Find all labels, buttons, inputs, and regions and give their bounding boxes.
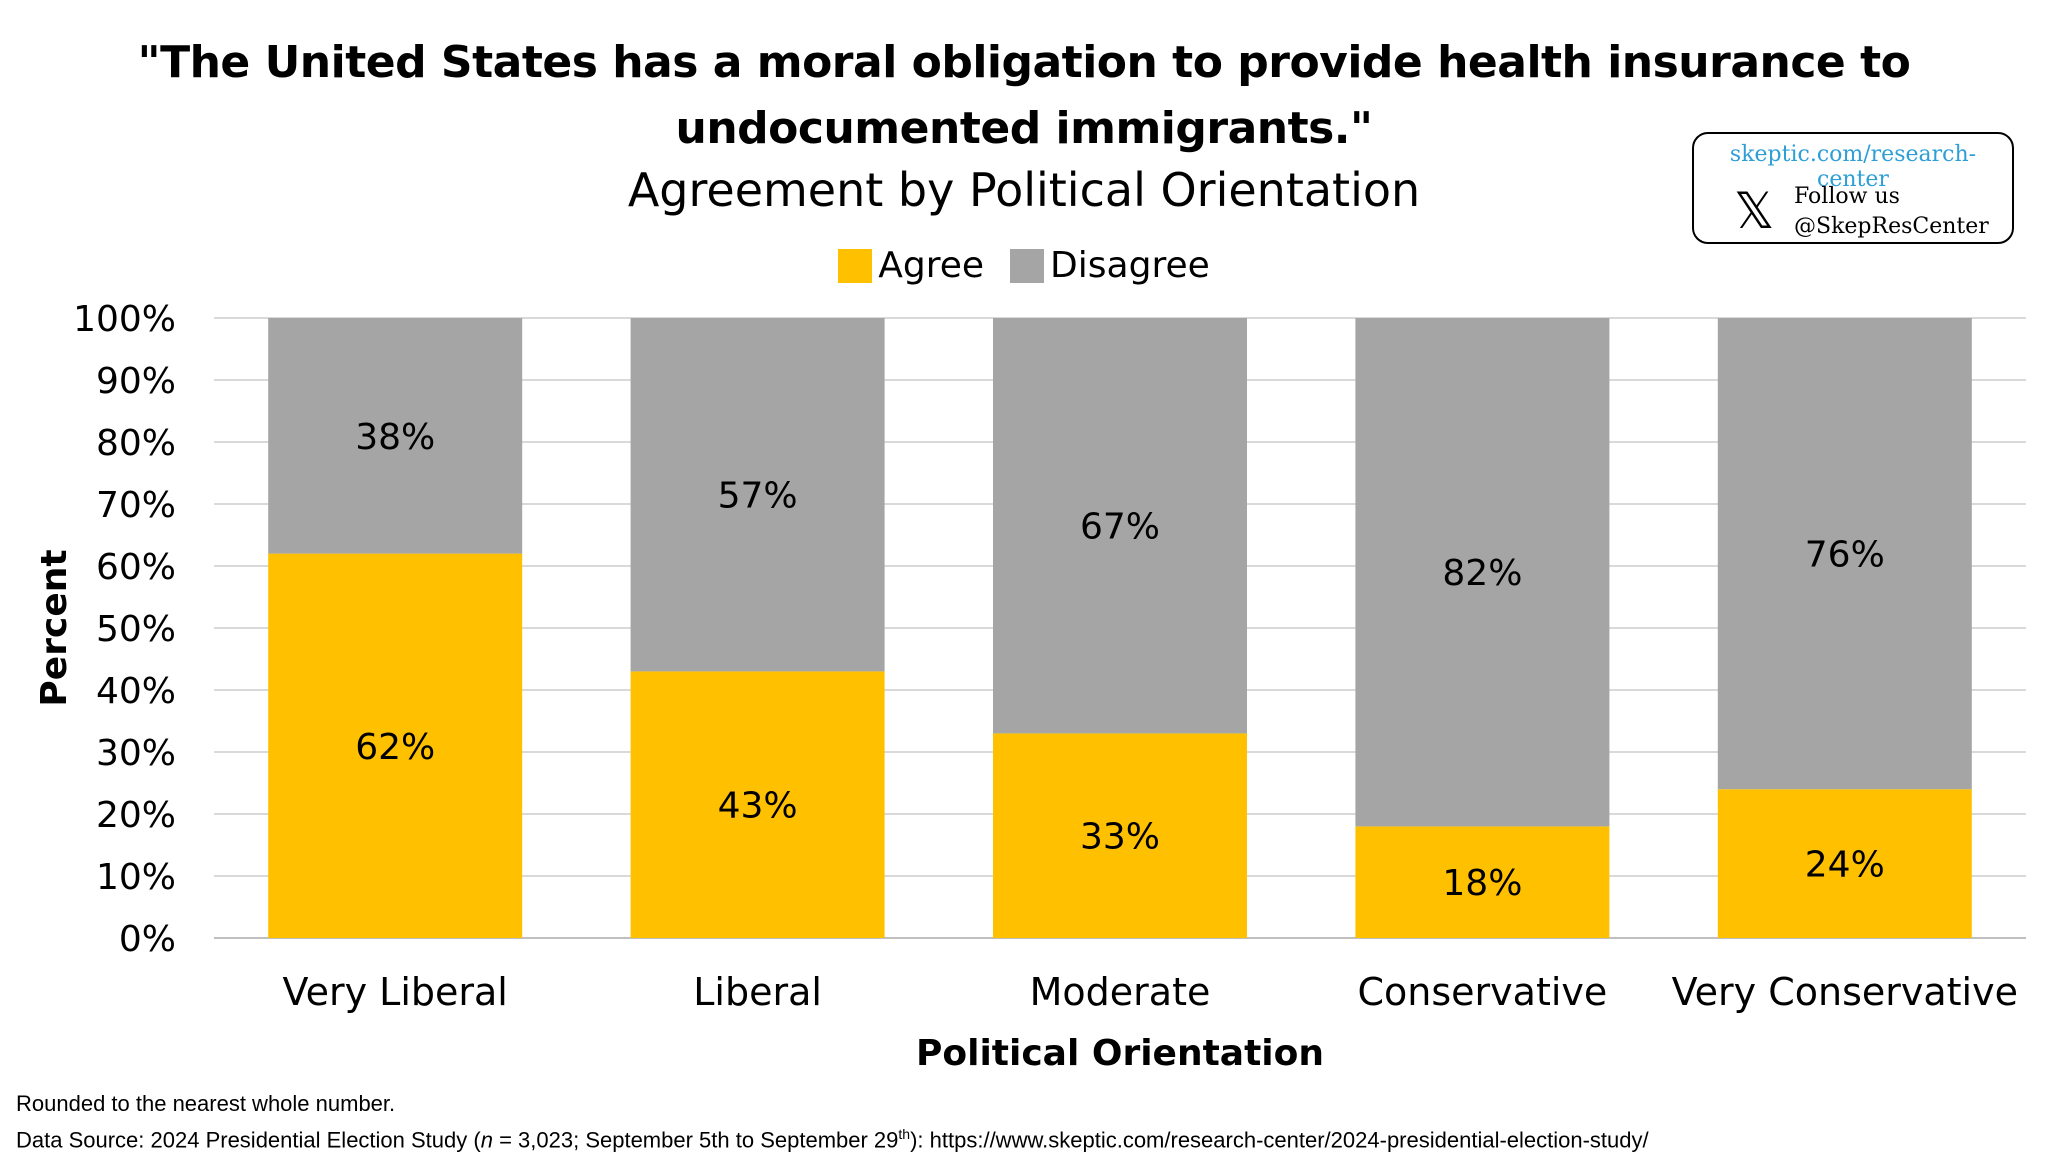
- y-tick-label: 50%: [96, 609, 176, 650]
- x-tick-label: Moderate: [1030, 970, 1211, 1014]
- x-logo-icon: 𝕏: [1734, 182, 1775, 240]
- y-tick-label: 30%: [96, 733, 176, 774]
- data-label: 38%: [355, 417, 435, 458]
- legend-swatch-disagree: [1010, 249, 1045, 283]
- y-tick-label: 60%: [96, 547, 176, 588]
- data-label: 18%: [1442, 863, 1522, 904]
- y-tick-label: 10%: [96, 857, 176, 898]
- x-tick-label: Very Conservative: [1672, 970, 2018, 1014]
- legend-item-disagree: Disagree: [1010, 244, 1210, 288]
- x-tick-label: Conservative: [1358, 970, 1608, 1014]
- data-label: 62%: [355, 727, 435, 768]
- legend-swatch-agree: [838, 249, 873, 283]
- data-label: 24%: [1805, 845, 1885, 886]
- chart-title: "The United States has a moral obligatio…: [0, 30, 2048, 162]
- footnote-rounding: Rounded to the nearest whole number.: [16, 1091, 396, 1116]
- badge-url[interactable]: skeptic.com/research-center: [1729, 142, 1977, 192]
- footnote-source-n: n: [480, 1127, 493, 1153]
- legend-label-disagree: Disagree: [1050, 245, 1210, 286]
- bar-agree: [1717, 789, 1972, 938]
- y-tick-label: 0%: [119, 919, 176, 960]
- bar-disagree: [993, 318, 1247, 734]
- data-label: 67%: [1080, 507, 1160, 548]
- x-tick-label: Very Liberal: [283, 970, 508, 1014]
- chart-subtitle: Agreement by Political Orientation: [627, 163, 1421, 217]
- data-label: 43%: [718, 786, 798, 827]
- y-tick-label: 80%: [96, 423, 176, 464]
- footnote-source-post: ): https://www.skeptic.com/research-cent…: [910, 1127, 1649, 1153]
- y-tick-label: 70%: [96, 485, 176, 526]
- y-tick-label: 90%: [96, 361, 176, 402]
- bar-disagree: [630, 318, 885, 672]
- legend-label-agree: Agree: [878, 245, 985, 286]
- footnote-source-mid: = 3,023; September 5th to September 29: [492, 1127, 899, 1153]
- footnote-source-pre: Data Source: 2024 Presidential Election …: [16, 1127, 481, 1153]
- chart-title-line2: undocumented immigrants.": [675, 103, 1373, 154]
- data-label: 33%: [1080, 817, 1160, 858]
- y-axis-title: Percent: [34, 549, 75, 706]
- chart-title-line1: "The United States has a moral obligatio…: [137, 37, 1911, 88]
- bar-agree: [993, 733, 1247, 938]
- bar-agree: [268, 553, 523, 938]
- legend: Agree Disagree: [0, 244, 2048, 288]
- data-label: 82%: [1442, 553, 1522, 594]
- bar-disagree: [1355, 318, 1610, 827]
- data-label: 57%: [718, 476, 798, 517]
- x-axis-title: Political Orientation: [916, 1033, 1324, 1074]
- legend-item-agree: Agree: [838, 244, 984, 288]
- y-tick-label: 100%: [73, 299, 176, 340]
- y-tick-label: 40%: [96, 671, 176, 712]
- footnote-source: Data Source: 2024 Presidential Election …: [16, 1120, 1649, 1154]
- footnote-source-sup: th: [898, 1126, 911, 1142]
- badge-follow: Follow us @SkepResCenter: [1794, 182, 1989, 242]
- y-tick-label: 20%: [96, 795, 176, 836]
- data-label: 76%: [1805, 535, 1885, 576]
- bar-agree: [630, 671, 885, 938]
- badge-handle[interactable]: @SkepResCenter: [1794, 214, 1989, 239]
- x-tick-label: Liberal: [693, 970, 822, 1014]
- badge-follow-label: Follow us: [1794, 184, 1900, 209]
- bar-disagree: [1717, 318, 1972, 790]
- research-center-badge: skeptic.com/research-center 𝕏 Follow us …: [1692, 132, 2014, 244]
- bar-disagree: [268, 318, 523, 554]
- bar-agree: [1355, 826, 1610, 938]
